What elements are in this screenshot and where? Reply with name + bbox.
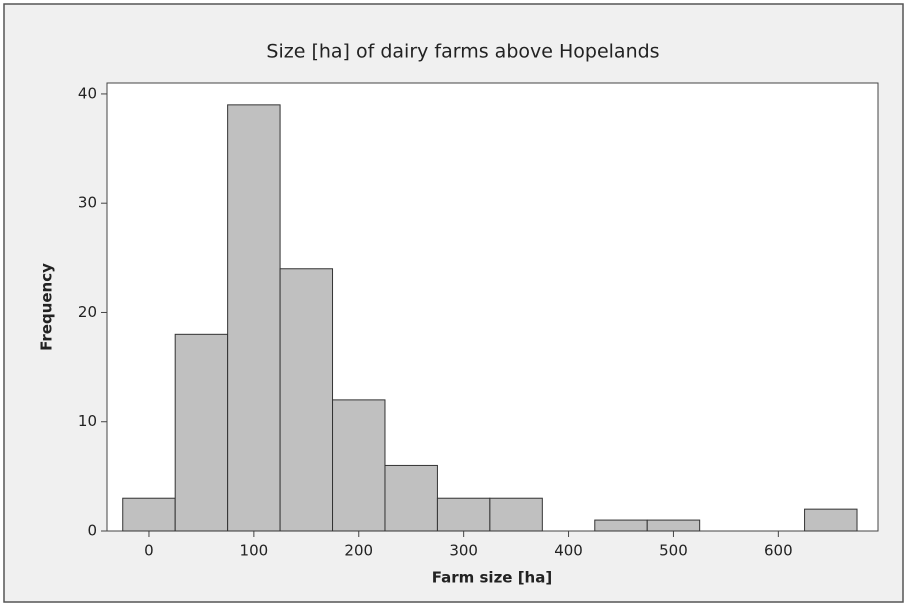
bar (332, 399, 386, 532)
y-tick-label: 40 (78, 84, 97, 102)
x-tick-label: 600 (764, 542, 793, 560)
y-axis-label: Frequency (38, 263, 56, 351)
x-tick-label: 200 (344, 542, 373, 560)
bar (174, 333, 229, 532)
chart-title: Size [ha] of dairy farms above Hopelands (266, 41, 659, 63)
bar (489, 497, 543, 532)
x-tick-label: 400 (554, 542, 583, 560)
x-tick-label: 0 (144, 542, 154, 560)
x-tick-label: 300 (449, 542, 478, 560)
bar (436, 497, 491, 532)
bar (384, 464, 438, 532)
y-tick-label: 20 (78, 303, 97, 321)
x-tick-label: 100 (240, 542, 269, 560)
bar (804, 508, 858, 532)
bar (227, 104, 281, 532)
bar (279, 268, 334, 532)
x-axis-label: Farm size [ha] (432, 569, 552, 587)
y-tick-label: 0 (87, 522, 97, 540)
y-tick-label: 30 (78, 194, 97, 212)
bar (122, 497, 176, 532)
bar (646, 519, 701, 532)
x-tick-label: 500 (659, 542, 688, 560)
bar (594, 519, 648, 532)
y-tick-label: 10 (78, 412, 97, 430)
